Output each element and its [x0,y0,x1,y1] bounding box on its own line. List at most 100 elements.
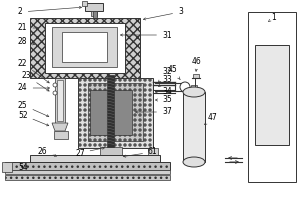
Text: 46: 46 [192,58,202,71]
Text: 1: 1 [268,12,276,22]
Bar [255,45,289,145]
Circle shape [113,123,116,127]
Bar [107,75,114,147]
Circle shape [79,94,82,97]
Circle shape [139,129,142,132]
Circle shape [88,98,92,102]
Circle shape [128,134,131,136]
Circle shape [88,94,92,97]
Circle shape [98,123,101,127]
Circle shape [124,114,127,116]
Circle shape [143,114,146,116]
Circle shape [88,134,92,136]
Bar [5,170,170,174]
Circle shape [79,114,82,116]
Circle shape [109,129,112,132]
Circle shape [94,114,97,116]
Circle shape [143,134,146,136]
Text: 31: 31 [121,30,172,40]
Bar [45,23,125,73]
Circle shape [143,98,146,102]
Circle shape [124,78,127,82]
Circle shape [79,88,82,92]
Polygon shape [52,123,68,131]
Circle shape [148,118,152,121]
Ellipse shape [183,87,205,97]
Circle shape [128,123,131,127]
Ellipse shape [183,157,205,167]
Circle shape [88,123,92,127]
Bar [5,175,170,180]
Circle shape [94,138,97,142]
Circle shape [113,138,116,142]
Circle shape [124,134,127,136]
Circle shape [134,78,136,82]
Circle shape [113,98,116,102]
Circle shape [128,144,131,146]
Bar [85,3,103,11]
Circle shape [88,114,92,116]
Circle shape [98,88,101,92]
Circle shape [139,98,142,102]
Circle shape [103,98,106,102]
Circle shape [134,88,136,92]
Circle shape [94,104,97,106]
Circle shape [143,123,146,127]
Circle shape [139,118,142,121]
Circle shape [118,84,122,86]
Circle shape [79,118,82,121]
Circle shape [139,138,142,142]
Circle shape [143,88,146,92]
Circle shape [79,104,82,106]
Circle shape [94,118,97,121]
Circle shape [148,94,152,97]
Text: 3: 3 [143,7,183,20]
Text: 33: 33 [158,75,172,87]
Circle shape [94,94,97,97]
Text: 2: 2 [18,6,82,17]
Circle shape [94,129,97,132]
Circle shape [148,114,152,116]
Bar [52,27,117,67]
Circle shape [143,138,146,142]
Circle shape [83,144,86,146]
Circle shape [128,118,131,121]
Circle shape [109,98,112,102]
Circle shape [113,88,116,92]
Bar [30,155,160,162]
Circle shape [118,123,122,127]
Circle shape [113,78,116,82]
Circle shape [88,144,92,146]
Circle shape [113,118,116,121]
Circle shape [128,98,131,102]
Text: 21: 21 [18,23,38,32]
Circle shape [139,94,142,97]
Circle shape [103,138,106,142]
Circle shape [103,134,106,136]
Circle shape [148,108,152,112]
Circle shape [139,104,142,106]
Circle shape [124,129,127,132]
Circle shape [98,114,101,116]
Circle shape [134,98,136,102]
Circle shape [118,129,122,132]
Circle shape [139,144,142,146]
Circle shape [118,88,122,92]
Circle shape [79,78,82,82]
Circle shape [180,82,190,92]
Circle shape [103,104,106,106]
Circle shape [103,123,106,127]
Circle shape [109,114,112,116]
Circle shape [143,118,146,121]
Circle shape [109,144,112,146]
Bar [100,147,122,155]
Circle shape [139,78,142,82]
Circle shape [139,114,142,116]
Circle shape [118,144,122,146]
Circle shape [94,78,97,82]
Circle shape [109,138,112,142]
Circle shape [124,123,127,127]
Circle shape [53,91,57,95]
Circle shape [148,84,152,86]
Bar [78,78,153,148]
